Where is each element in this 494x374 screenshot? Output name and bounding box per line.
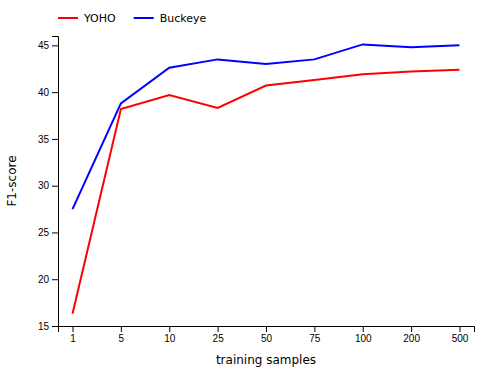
x-tick-mark [314,326,315,332]
plot: 151025507510020050015202530354045trainin… [5,37,475,368]
y-axis: 15 20 25 30 35 40 45 [38,37,59,332]
y-tick-label: 45 [38,40,50,51]
x-tick: 10 [164,326,176,344]
y-tick: 15 [38,321,58,332]
x-axis: 1 5 10 25 50 75 100 200 500 [59,326,475,344]
legend-item: Buckeye [134,12,207,25]
x-tick-label: 75 [309,333,321,344]
x-tick-mark [266,326,267,332]
y-axis-title: F1-score [5,155,19,206]
x-tick-label: 50 [261,333,273,344]
x-tick-mark [169,326,170,332]
y-tick-mark [52,326,58,327]
legend-label: Buckeye [160,12,207,25]
x-tick-label: 100 [355,333,372,344]
x-tick: 200 [403,326,420,344]
series-line [73,70,460,314]
y-tick: 30 [38,180,58,191]
x-tick-mark [411,326,412,332]
y-tick-mark [52,45,58,46]
x-tick-mark [218,326,219,332]
chart: 151025507510020050015202530354045trainin… [0,0,494,374]
x-tick: 100 [355,326,372,344]
legend-item: YOHO [58,12,116,25]
y-tick-mark [52,92,58,93]
x-tick-label: 1 [70,333,76,344]
series-group [73,44,460,313]
x-tick: 50 [261,326,273,344]
x-axis-title: training samples [216,353,316,367]
x-tick-label: 10 [164,333,176,344]
x-tick-label: 500 [452,333,469,344]
legend-swatch [58,17,78,19]
y-tick: 25 [38,227,58,238]
y-tick: 40 [38,87,58,98]
chart-container: 151025507510020050015202530354045trainin… [0,0,494,374]
y-tick: 45 [38,40,58,51]
legend-label: YOHO [83,12,116,25]
x-tick-label: 5 [119,333,125,344]
y-tick-mark [52,232,58,233]
x-tick: 1 [70,326,76,344]
x-axis-line [59,327,475,333]
x-tick-label: 25 [213,333,225,344]
y-tick-mark [52,279,58,280]
y-tick-mark [52,186,58,187]
x-tick-label: 200 [403,333,420,344]
x-tick: 500 [452,326,469,344]
x-tick: 5 [119,326,125,344]
x-tick-mark [363,326,364,332]
legend: YOHO Buckeye [58,12,207,25]
x-tick: 75 [309,326,321,344]
series-line [73,44,460,209]
y-tick-mark [52,139,58,140]
y-tick: 20 [38,274,58,285]
x-tick-mark [459,326,460,332]
x-tick-mark [73,326,74,332]
x-tick-mark [121,326,122,332]
y-tick-label: 20 [38,274,50,285]
y-axis-line [52,37,59,327]
y-tick-label: 25 [38,227,50,238]
y-tick-label: 35 [38,134,50,145]
x-tick: 25 [213,326,225,344]
y-tick: 35 [38,134,58,145]
y-tick-label: 40 [38,87,50,98]
legend-swatch [134,17,154,19]
y-tick-label: 30 [38,180,50,191]
y-tick-label: 15 [38,321,50,332]
